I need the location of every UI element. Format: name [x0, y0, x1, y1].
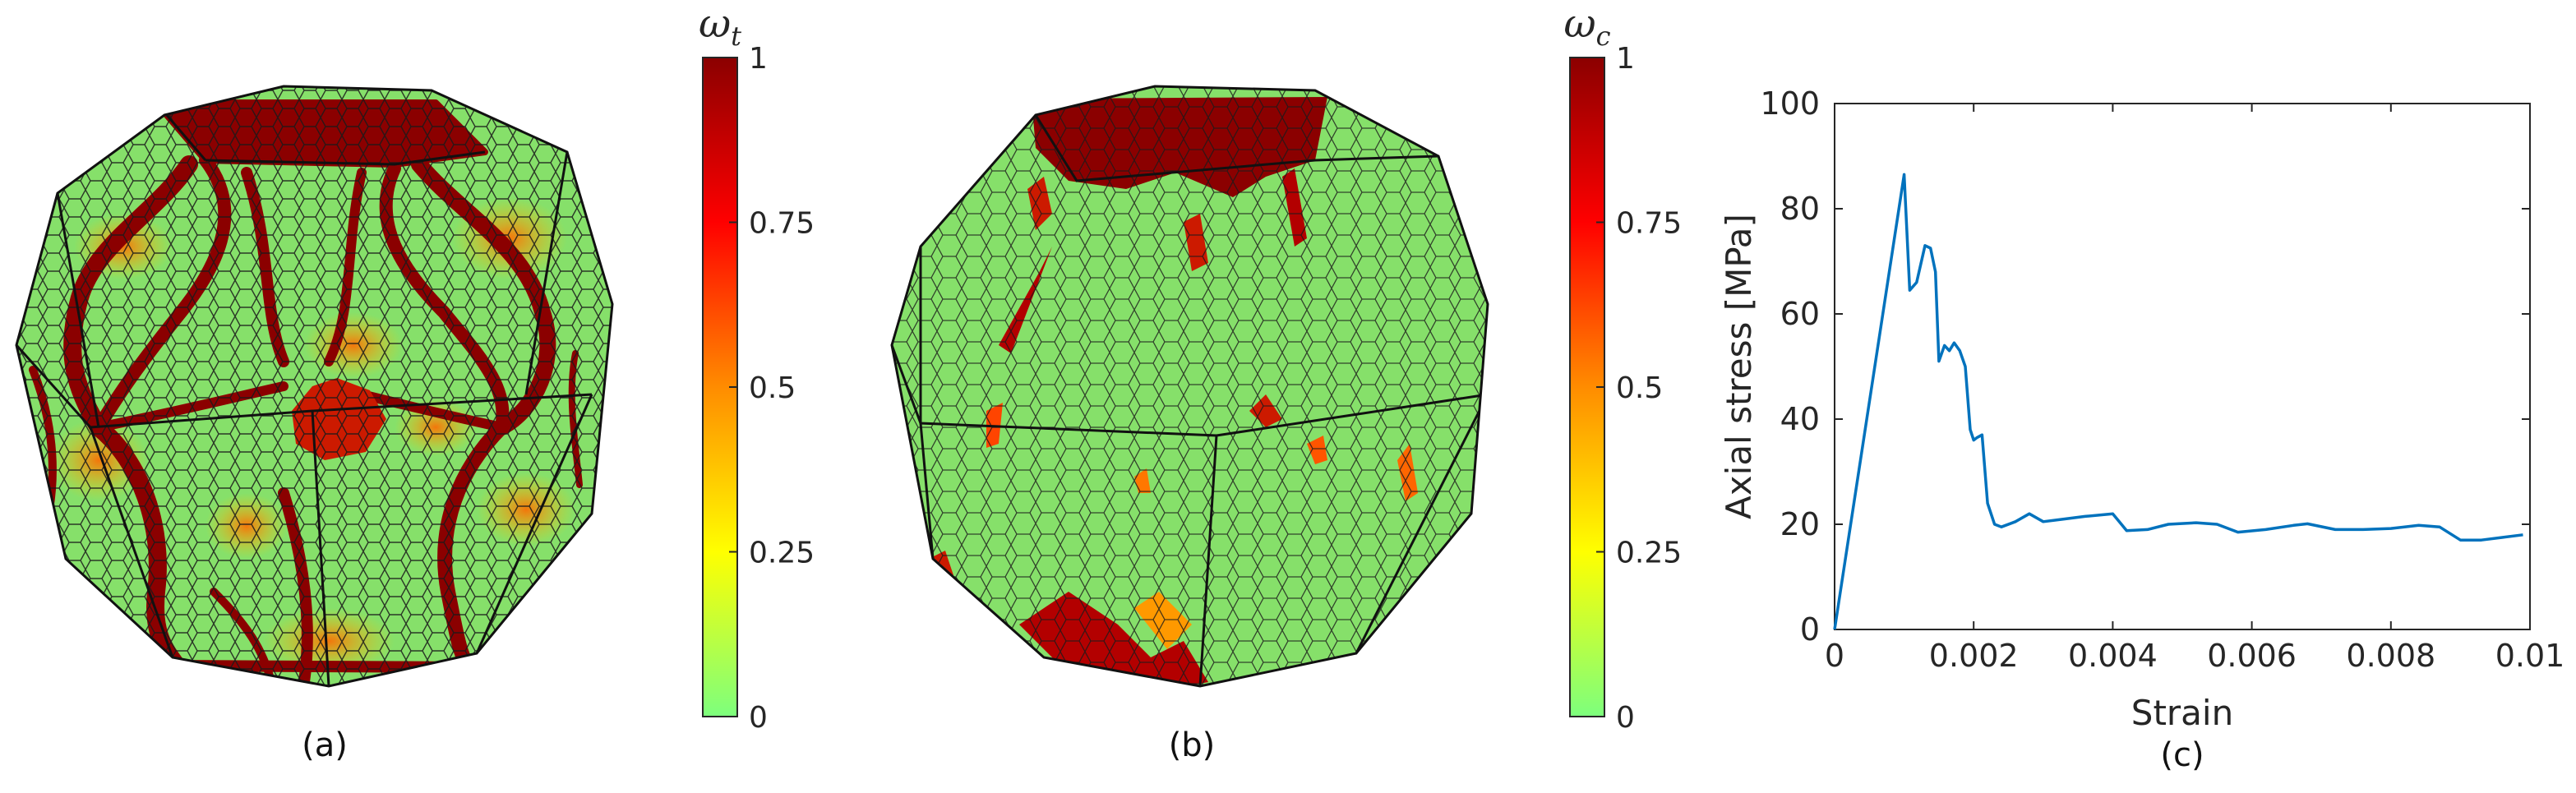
y-tick-label: 60	[1780, 296, 1820, 332]
y-axis-label: Axial stress [MPa]	[1719, 214, 1759, 519]
y-tick-label: 0	[1800, 611, 1820, 648]
y-tick-label: 40	[1780, 401, 1820, 437]
colorbar-tick-label: 0.25	[749, 537, 815, 570]
y-axis-ticks: 0 20 40 60 80 100	[1760, 85, 2530, 648]
caption-a: (a)	[302, 726, 348, 764]
colorbar-tick-label: 1	[1616, 42, 1635, 76]
x-tick-label: 0.006	[2207, 638, 2297, 674]
panel-a-polyhedron	[15, 85, 614, 688]
colorbar-tick-label: 0.25	[1616, 537, 1682, 570]
x-tick-label: 0.004	[2068, 638, 2158, 674]
plot-area	[1834, 103, 2531, 630]
colorbar-a: 0 0.25 0.5 0.75 1 ωt	[699, 1, 815, 735]
colorbar-tick-label: 0.75	[749, 207, 815, 241]
x-axis-label: Strain	[2131, 693, 2233, 733]
colorbar-b-title: ωc	[1563, 1, 1610, 52]
colorbar-tick-label: 0	[1616, 701, 1635, 735]
caption-b: (b)	[1169, 726, 1216, 764]
caption-c: (c)	[2160, 736, 2204, 774]
series-line-stress-strain	[1833, 173, 2523, 630]
colorbar-b: 0 0.25 0.5 0.75 1 ωc	[1563, 1, 1682, 735]
panel-b-polyhedron	[890, 85, 1489, 688]
colorbar-tick-label: 0	[749, 701, 768, 735]
colorbar-a-ticks: 0 0.25 0.5 0.75 1	[729, 42, 815, 735]
x-tick-label: 0.002	[1929, 638, 2019, 674]
colorbar-tick-label: 0.5	[749, 371, 796, 405]
colorbar-b-ticks: 0 0.25 0.5 0.75 1	[1596, 42, 1682, 735]
x-tick-label: 0	[1825, 638, 1844, 674]
colorbar-tick-label: 0.5	[1616, 371, 1663, 405]
x-tick-label: 0.01	[2495, 638, 2565, 674]
x-tick-label: 0.008	[2346, 638, 2435, 674]
y-tick-label: 100	[1760, 85, 1820, 122]
y-tick-label: 80	[1780, 191, 1820, 227]
colorbar-a-title: ωt	[699, 1, 741, 52]
colorbar-tick-label: 1	[749, 42, 768, 76]
x-axis-ticks: 0 0.002 0.004 0.006 0.008 0.01	[1825, 104, 2564, 674]
y-tick-label: 20	[1780, 506, 1820, 542]
colorbar-tick-label: 0.75	[1616, 207, 1682, 241]
panel-c-chart: 0 0.002 0.004 0.006 0.008 0.01 0 20 40 60 80 100 S…	[1719, 85, 2564, 774]
